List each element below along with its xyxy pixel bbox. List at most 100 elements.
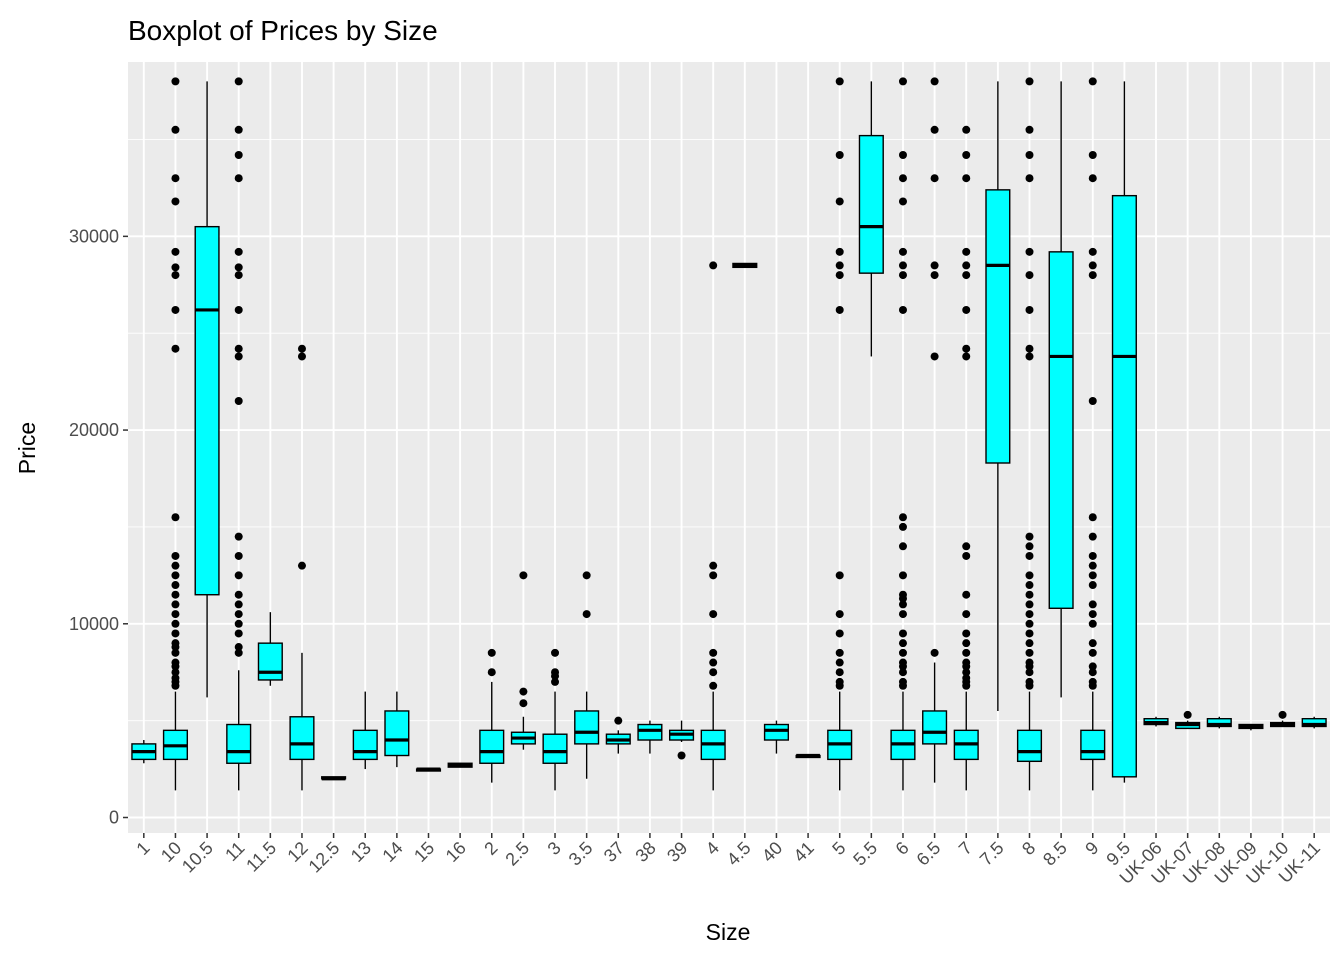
outlier-point [234,648,243,657]
outlier-point [835,658,844,667]
outlier-point [1025,648,1034,657]
outlier-point [1088,174,1097,183]
outlier-point [709,668,718,677]
outlier-point [962,542,971,551]
box-group [257,612,283,686]
outlier-point [234,600,243,609]
box-body [479,729,505,764]
outlier-point [1025,668,1034,677]
box-group [289,344,315,791]
outlier-point [1088,648,1097,657]
box-body [1206,718,1232,728]
box-body [922,710,948,745]
box-body [637,723,663,741]
outlier-point [171,197,180,206]
box-group [858,81,884,357]
box-group [574,571,600,779]
outlier-point [1025,271,1034,280]
outlier-point [898,600,907,609]
outlier-point [171,174,180,183]
outlier-point [234,247,243,256]
y-axis-title: Price [14,422,40,474]
box-body [1111,194,1137,778]
outlier-point [962,352,971,361]
outlier-point [171,571,180,580]
outlier-point [930,648,939,657]
outlier-point [898,658,907,667]
outlier-point [962,305,971,314]
outlier-point [898,522,907,531]
outlier-point [1088,247,1097,256]
outlier-point [234,352,243,361]
outlier-point [234,125,243,134]
outlier-point [835,677,844,686]
outlier-point [551,668,560,677]
box-group [1301,716,1327,729]
boxplot-series [131,77,1327,791]
outlier-point [709,658,718,667]
outlier-point [1088,668,1097,677]
outlier-point [171,513,180,522]
box-group [700,261,726,791]
outlier-point [1025,174,1034,183]
y-tick-label: 10000 [69,614,119,634]
outlier-point [962,658,971,667]
box-group [763,720,790,754]
outlier-point [171,600,180,609]
outlier-point [1183,710,1192,719]
outlier-point [171,674,180,683]
box-body [985,189,1011,464]
outlier-point [962,271,971,280]
outlier-point [1088,610,1097,619]
outlier-point [234,590,243,599]
box-group [1238,723,1264,731]
box-group [321,776,347,781]
box-group [162,77,189,791]
x-tick-label: 13 [347,838,375,866]
box-body [194,225,220,596]
box-group [131,740,157,764]
outlier-point [171,668,180,677]
box-group [1111,81,1137,783]
outlier-point [930,352,939,361]
outlier-point [962,261,971,270]
box-body [763,723,790,741]
outlier-point [234,344,243,353]
box-group [732,262,758,269]
outlier-point [1088,551,1097,560]
box-group [1269,710,1296,728]
outlier-point [171,77,180,86]
outlier-point [171,551,180,560]
outlier-point [234,619,243,628]
box-body [1301,718,1327,728]
outlier-point [1088,77,1097,86]
outlier-point [1025,247,1034,256]
outlier-point [898,542,907,551]
box-body [352,729,378,761]
outlier-point [835,150,844,159]
x-tick-label: 1 [132,838,153,859]
x-tick-label: 5 [828,838,849,859]
x-tick-label: 14 [378,838,406,866]
outlier-point [1088,677,1097,686]
outlier-point [709,681,718,690]
outlier-point [582,610,591,619]
outlier-point [962,639,971,648]
outlier-point [962,648,971,657]
x-tick-label: 8 [1018,838,1039,859]
outlier-point [582,571,591,580]
outlier-point [171,125,180,134]
outlier-point [551,677,560,686]
box-group [352,691,378,770]
outlier-point [835,271,844,280]
outlier-point [551,648,560,657]
outlier-point [171,639,180,648]
x-tick-label: 5.5 [849,838,881,870]
outlier-point [171,658,180,667]
box-body [858,134,884,274]
x-tick-label: 37 [600,838,628,866]
x-tick-label: 6.5 [913,838,945,870]
x-tick-label: 2 [480,838,501,859]
outlier-point [898,261,907,270]
box-group [415,767,442,772]
